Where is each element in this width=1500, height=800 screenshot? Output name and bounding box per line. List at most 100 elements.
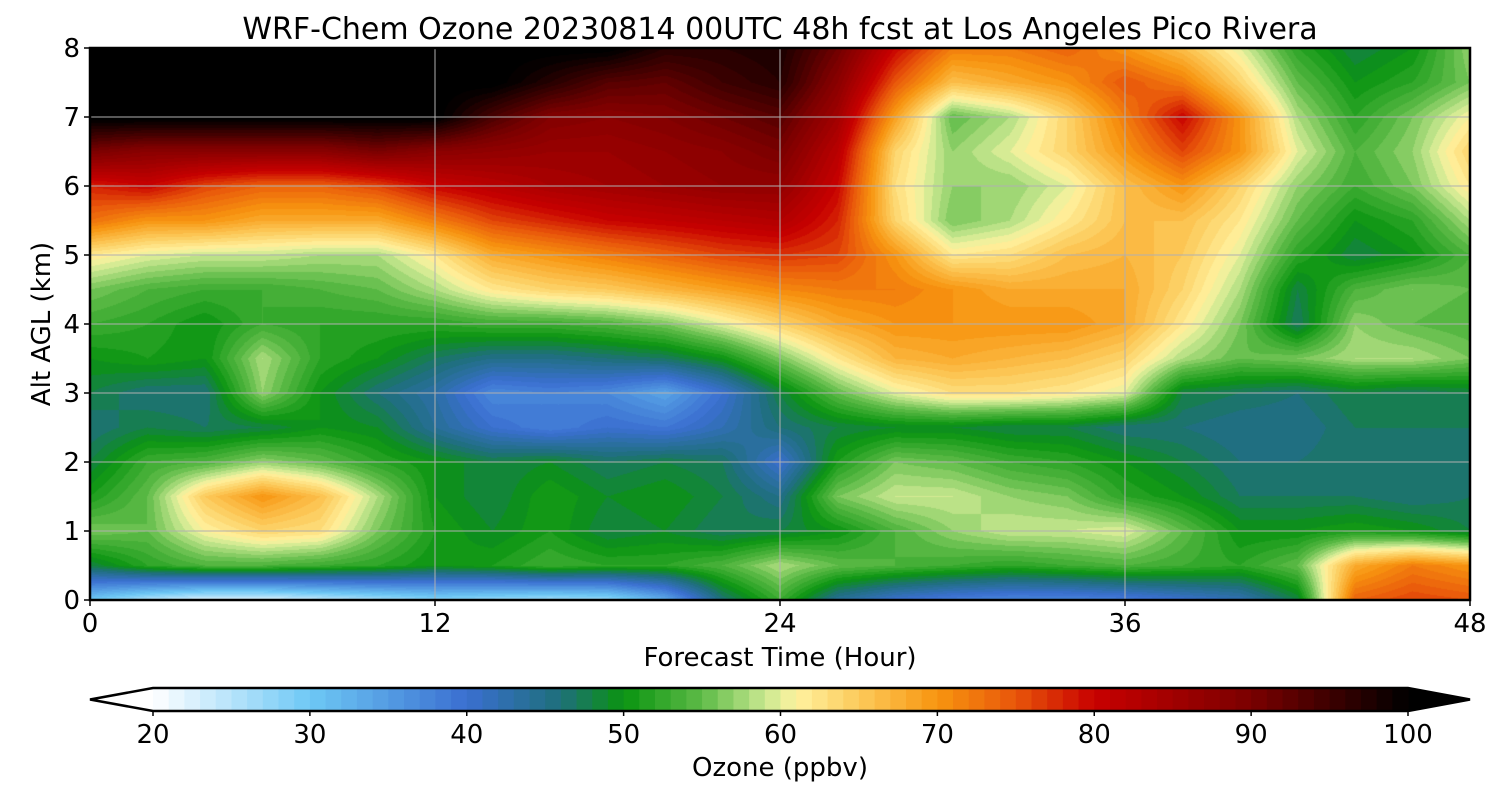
- colorbar-level: [953, 688, 970, 711]
- colorbar-level: [1313, 688, 1331, 711]
- colorbar-level: [200, 688, 217, 711]
- colorbar-level: [576, 688, 593, 711]
- y-tick-label: 1: [63, 517, 80, 547]
- colorbar-tick-label: 90: [1235, 720, 1268, 750]
- colorbar-level: [1141, 688, 1158, 711]
- colorbar-level: [153, 688, 170, 711]
- colorbar-level: [733, 688, 750, 711]
- colorbar-level: [278, 688, 295, 711]
- colorbar-level: [843, 688, 860, 711]
- colorbar-level: [686, 688, 703, 711]
- x-axis-label: Forecast Time (Hour): [643, 643, 916, 673]
- colorbar-level: [168, 688, 185, 711]
- colorbar-tick-label: 60: [764, 720, 797, 750]
- colorbar-level: [215, 688, 233, 711]
- colorbar-level: [388, 688, 405, 711]
- colorbar-level: [1392, 688, 1409, 711]
- colorbar-level: [906, 688, 923, 711]
- colorbar-tick-label: 100: [1383, 720, 1433, 750]
- colorbar-level: [1031, 688, 1048, 711]
- colorbar-level: [764, 688, 782, 711]
- x-tick-label: 12: [418, 609, 451, 639]
- colorbar-level: [1345, 688, 1362, 711]
- colorbar-level: [560, 688, 578, 711]
- colorbar-extend-low: [90, 688, 153, 711]
- colorbar-level: [262, 688, 280, 711]
- colorbar-level: [309, 688, 327, 711]
- colorbar-level: [639, 688, 656, 711]
- colorbar-extend-high: [1408, 688, 1470, 711]
- colorbar-level: [623, 688, 640, 711]
- colorbar-tick-label: 30: [293, 720, 326, 750]
- colorbar-level: [1172, 688, 1189, 711]
- x-tick-label: 36: [1108, 609, 1141, 639]
- colorbar: 20 30 40 50 60 70 80 90 100: [89, 686, 1471, 750]
- colorbar-level: [1360, 688, 1378, 711]
- colorbar-level: [1204, 688, 1221, 711]
- colorbar-level: [921, 688, 938, 711]
- colorbar-level: [937, 688, 954, 711]
- y-tick-label: 7: [63, 103, 80, 133]
- y-tick-label: 5: [63, 241, 80, 271]
- colorbar-level: [749, 688, 766, 711]
- colorbar-level: [419, 688, 436, 711]
- y-tick-label: 6: [63, 172, 80, 202]
- colorbar-tick-label: 50: [607, 720, 640, 750]
- colorbar-label: Ozone (ppbv): [692, 753, 868, 783]
- colorbar-level: [1329, 688, 1346, 711]
- colorbar-level: [466, 688, 484, 711]
- colorbar-level: [607, 688, 625, 711]
- colorbar-level: [482, 688, 499, 711]
- colorbar-tick-label: 70: [921, 720, 954, 750]
- colorbar-level: [404, 688, 421, 711]
- colorbar-level: [451, 688, 468, 711]
- colorbar-level: [1376, 688, 1393, 711]
- y-tick-label: 8: [63, 34, 80, 64]
- y-tick-label: 0: [63, 586, 80, 616]
- colorbar-tick-label: 40: [450, 720, 483, 750]
- colorbar-level: [247, 688, 264, 711]
- colorbar-level: [1157, 688, 1174, 711]
- y-tick-label: 4: [63, 310, 80, 340]
- colorbar-level: [702, 688, 719, 711]
- colorbar-level: [1015, 688, 1033, 711]
- colorbar-level: [1047, 688, 1064, 711]
- colorbar-level: [1109, 688, 1127, 711]
- colorbar-level: [1235, 688, 1252, 711]
- x-tick-label: 0: [82, 609, 99, 639]
- colorbar-level: [435, 688, 452, 711]
- colorbar-level: [984, 688, 1001, 711]
- colorbar-level: [1219, 688, 1237, 711]
- colorbar-level: [890, 688, 907, 711]
- colorbar-level: [529, 688, 546, 711]
- colorbar-level: [592, 688, 609, 711]
- colorbar-level: [827, 688, 844, 711]
- colorbar-level: [717, 688, 735, 711]
- colorbar-level: [670, 688, 687, 711]
- colorbar-level: [545, 688, 562, 711]
- colorbar-tick-label: 20: [136, 720, 169, 750]
- colorbar-level: [325, 688, 342, 711]
- colorbar-level: [1188, 688, 1205, 711]
- colorbar-level: [874, 688, 891, 711]
- x-tick-label: 24: [763, 609, 796, 639]
- colorbar-level: [294, 688, 311, 711]
- x-tick-label: 48: [1453, 609, 1486, 639]
- colorbar-level: [1251, 688, 1268, 711]
- colorbar-level: [796, 688, 813, 711]
- colorbar-level: [1078, 688, 1095, 711]
- colorbar-level: [1094, 688, 1111, 711]
- colorbar-level: [184, 688, 201, 711]
- y-axis-label: Alt AGL (km): [27, 242, 57, 406]
- colorbar-level: [1298, 688, 1315, 711]
- colorbar-level: [1282, 688, 1299, 711]
- colorbar-level: [513, 688, 531, 711]
- colorbar-level: [341, 688, 358, 711]
- colorbar-level: [655, 688, 672, 711]
- colorbar-level: [1000, 688, 1017, 711]
- colorbar-level: [356, 688, 374, 711]
- colorbar-level: [231, 688, 248, 711]
- chart-title: WRF-Chem Ozone 20230814 00UTC 48h fcst a…: [242, 12, 1317, 47]
